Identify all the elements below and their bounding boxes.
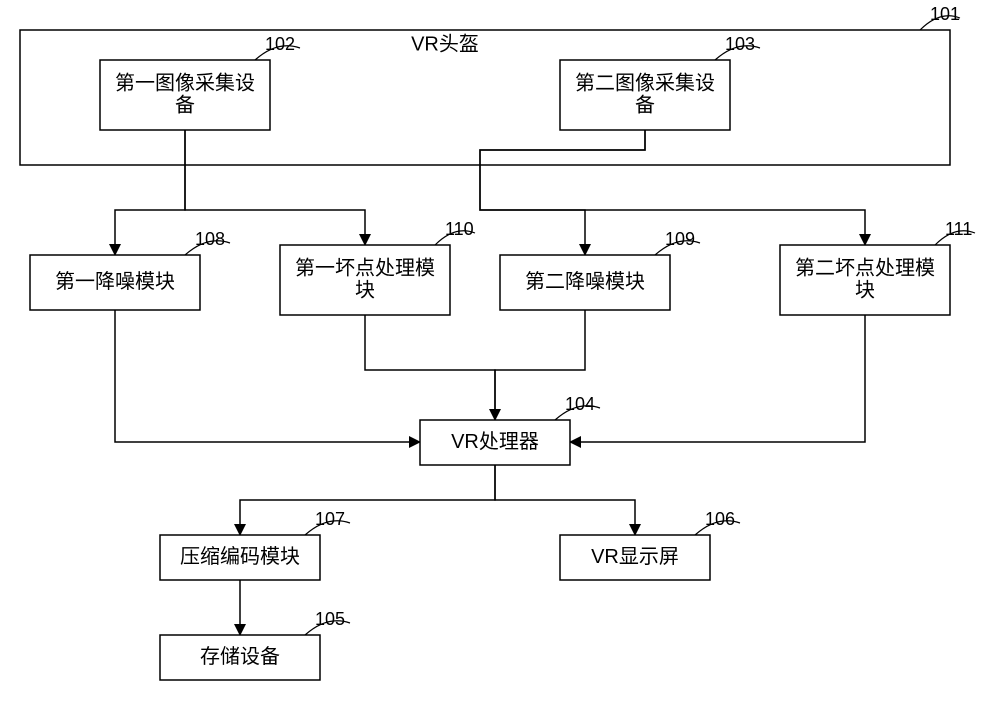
node-102-label-line-1: 备	[175, 93, 195, 116]
id-label-101: 101	[930, 4, 960, 24]
edge-n102-n108	[115, 130, 185, 255]
node-111-label-line-0: 第二坏点处理模	[795, 256, 935, 279]
diagram-canvas: VR头盔 第一图像采集设备第二图像采集设备第一降噪模块第一坏点处理模块第二降噪模…	[0, 0, 1000, 705]
node-102-label-line-0: 第一图像采集设	[115, 71, 255, 94]
id-label-102: 102	[265, 34, 295, 54]
node-111-label-line-1: 块	[855, 278, 875, 301]
edge-n104-n107	[240, 465, 495, 535]
node-107-label-line-0: 压缩编码模块	[180, 545, 300, 568]
id-label-103: 103	[725, 34, 755, 54]
node-105-label-line-0: 存储设备	[200, 645, 280, 668]
node-108-label-line-0: 第一降噪模块	[55, 270, 175, 293]
edge-n102-n110	[185, 130, 365, 245]
node-103-label-line-0: 第二图像采集设	[575, 71, 715, 94]
edge-n110-n104	[365, 315, 495, 420]
id-label-107: 107	[315, 509, 345, 529]
id-label-110: 110	[445, 219, 474, 239]
node-110-label-line-0: 第一坏点处理模	[295, 256, 435, 279]
id-label-109: 109	[665, 229, 695, 249]
id-label-106: 106	[705, 509, 735, 529]
edge-n111-n104	[570, 315, 865, 442]
node-104-label-line-0: VR处理器	[451, 430, 539, 453]
id-label-111: 111	[945, 219, 972, 239]
edge-n108-n104	[115, 310, 420, 442]
edge-n104-n106	[495, 465, 635, 535]
node-106-label-line-0: VR显示屏	[591, 546, 679, 568]
node-103-label-line-1: 备	[635, 93, 655, 116]
vr-helmet-label: VR头盔	[411, 32, 479, 55]
edge-n103-n109	[480, 130, 645, 255]
node-110-label-line-1: 块	[355, 278, 375, 301]
edge-n103-n111	[480, 130, 865, 245]
node-109-label-line-0: 第二降噪模块	[525, 270, 645, 293]
id-label-108: 108	[195, 229, 225, 249]
id-label-104: 104	[565, 394, 595, 414]
id-label-105: 105	[315, 609, 345, 629]
